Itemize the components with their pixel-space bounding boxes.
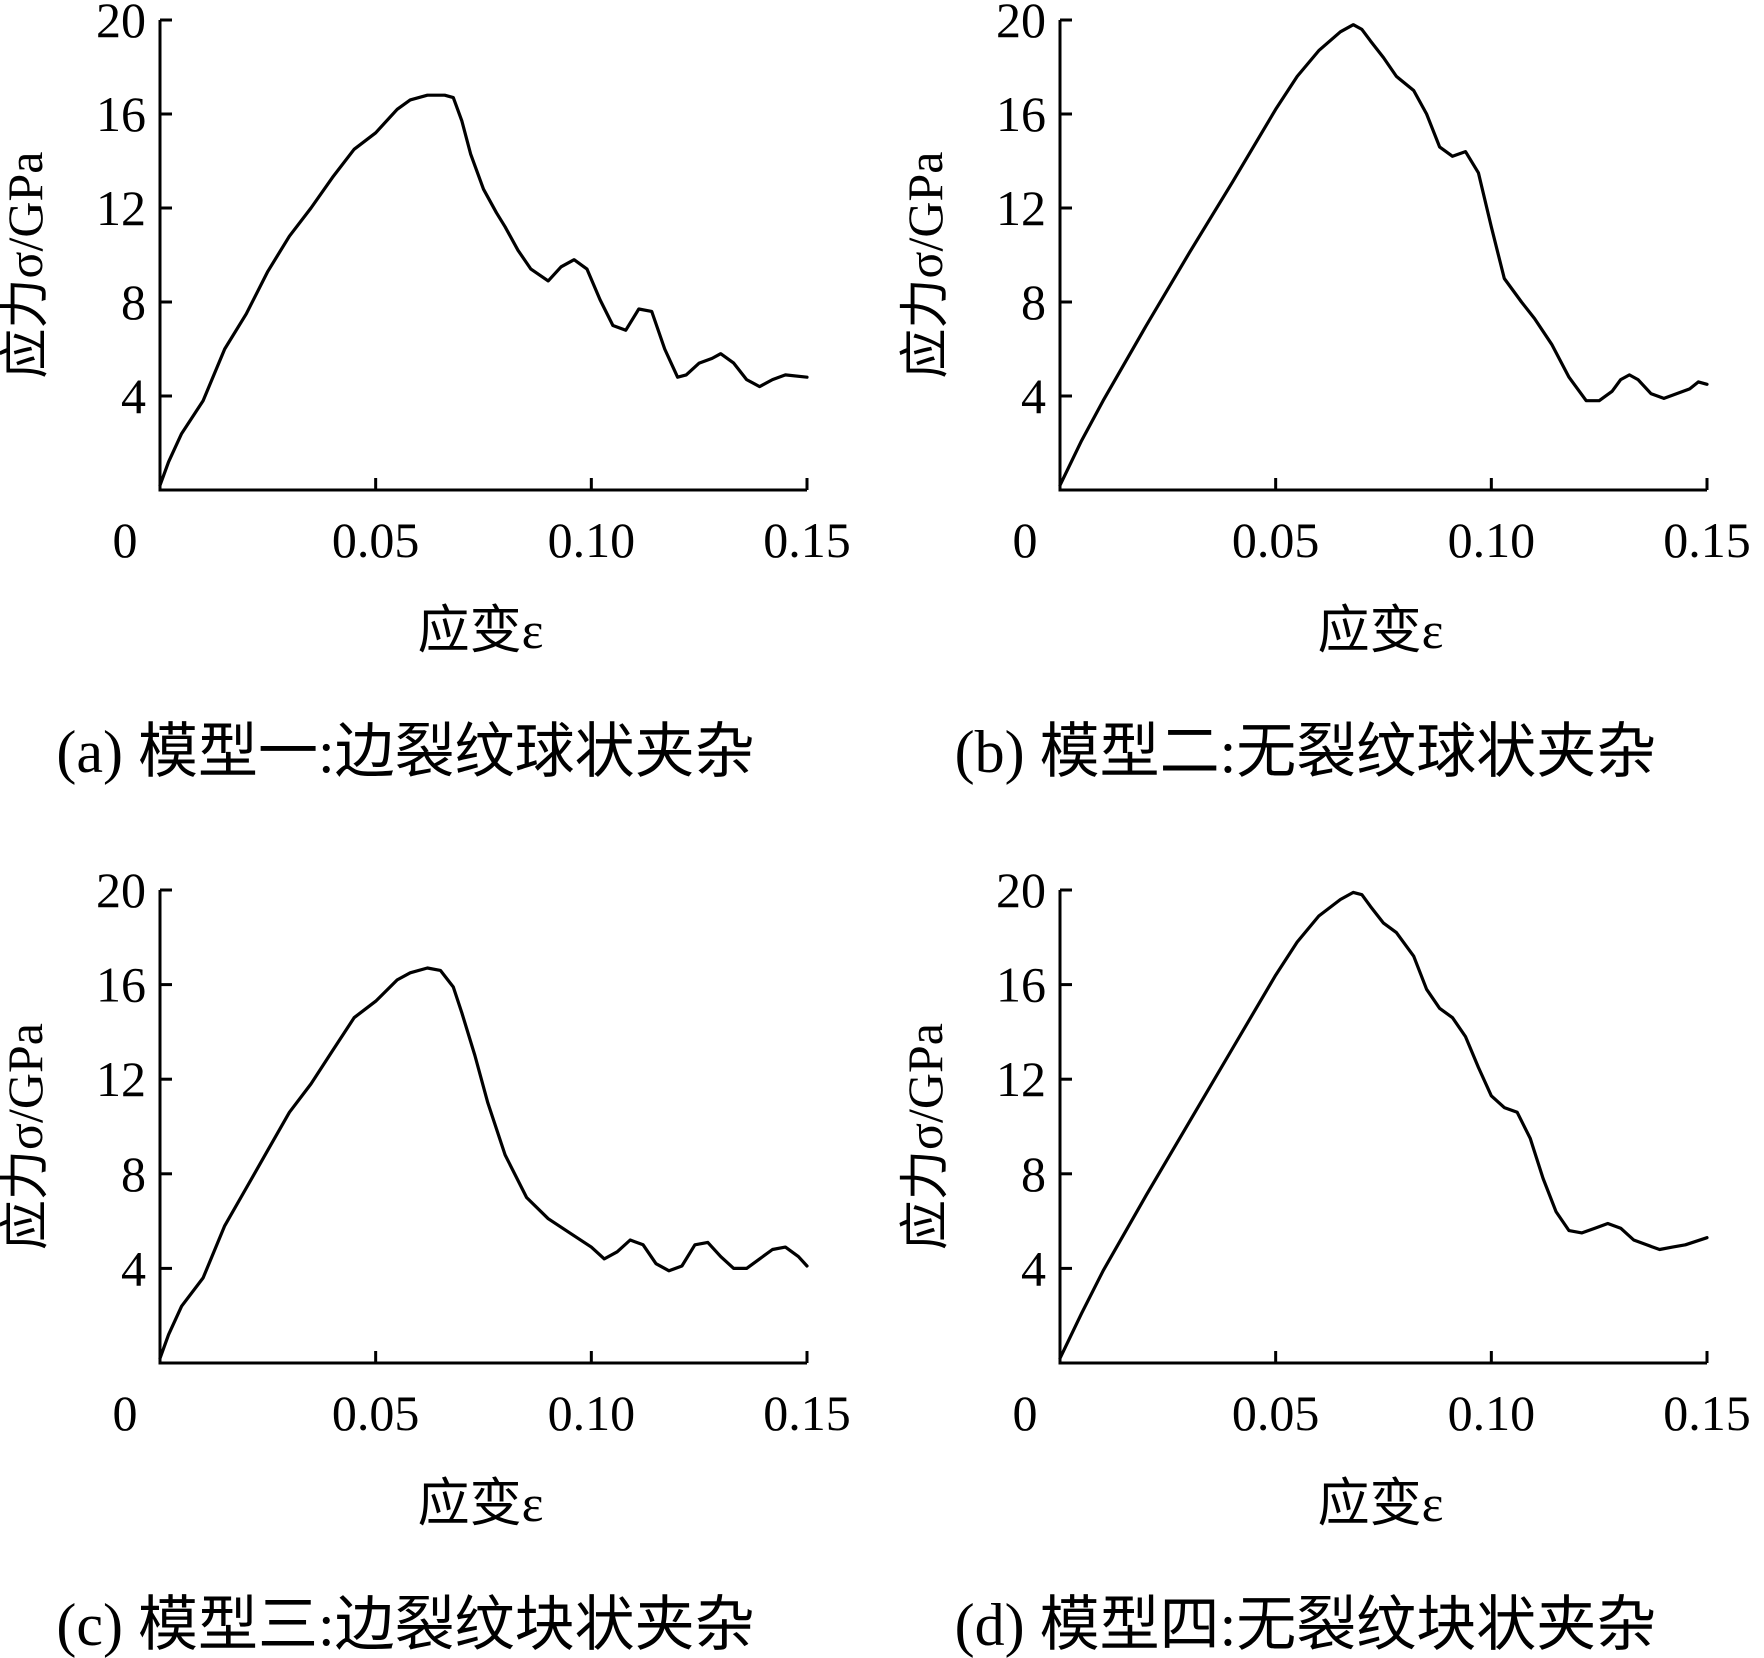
x-tick-label: 0.05: [1232, 512, 1320, 568]
stress-strain-curve: [1058, 23, 1709, 487]
axes-lines: [158, 20, 807, 492]
y-tick-label: 12: [96, 1051, 146, 1107]
panel-b: 4 8 12 16 20 0 0.05 0.10 0.15 应力σ/GPa 应变ε (b) 模型二:无…: [897, 0, 1751, 785]
y-tick-label: 12: [96, 180, 146, 236]
y-axis-label: 应力σ/GPa: [0, 1023, 53, 1250]
y-tick-label: 4: [121, 1240, 146, 1296]
y-tick-label: 16: [96, 957, 146, 1013]
y-tick-label: 8: [121, 274, 146, 330]
axes-lines: [1058, 890, 1707, 1365]
axes-lines: [158, 890, 807, 1365]
y-tick-label: 16: [996, 957, 1046, 1013]
y-tick-label: 4: [1021, 1240, 1046, 1296]
x-tick-label: 0.15: [1663, 1385, 1751, 1441]
x-tick-label: 0.10: [1448, 1385, 1536, 1441]
x-tick-label: 0.10: [548, 512, 636, 568]
y-tick-label: 16: [996, 86, 1046, 142]
x-tick-label: 0.10: [1448, 512, 1536, 568]
x-tick-label: 0.15: [1663, 512, 1751, 568]
y-tick-label: 20: [96, 862, 146, 918]
x-axis-label: 应变ε: [418, 603, 544, 660]
x-tick-label: 0: [1013, 512, 1038, 568]
panel-a: 4 8 12 16 20 0 0.05 0.10 0.15 应力σ/GPa 应变ε (a) 模型一:边…: [0, 0, 851, 785]
x-tick-label: 0: [1013, 1385, 1038, 1441]
stress-strain-curve: [1058, 890, 1709, 1360]
panel-caption: (b) 模型二:无裂纹球状夹杂: [955, 719, 1657, 785]
x-tick-label: 0.15: [763, 512, 851, 568]
x-tick-label: 0: [113, 1385, 138, 1441]
stress-strain-curve: [158, 93, 809, 487]
y-axis-label: 应力σ/GPa: [897, 152, 953, 379]
x-axis-label: 应变ε: [418, 1476, 544, 1533]
panel-caption: (a) 模型一:边裂纹球状夹杂: [56, 719, 754, 785]
y-tick-label: 16: [96, 86, 146, 142]
y-tick-label: 20: [996, 862, 1046, 918]
y-axis-label: 应力σ/GPa: [0, 152, 53, 379]
y-axis-label: 应力σ/GPa: [897, 1023, 953, 1250]
y-tick-label: 4: [1021, 368, 1046, 424]
y-tick-label: 8: [121, 1146, 146, 1202]
x-tick-label: 0.05: [332, 512, 420, 568]
y-tick-label: 8: [1021, 1146, 1046, 1202]
x-tick-label: 0.05: [1232, 1385, 1320, 1441]
y-tick-label: 12: [996, 1051, 1046, 1107]
y-tick-label: 4: [121, 368, 146, 424]
y-tick-label: 12: [996, 180, 1046, 236]
y-tick-label: 20: [96, 0, 146, 48]
panel-d: 4 8 12 16 20 0 0.05 0.10 0.15 应力σ/GPa 应变ε (d) 模型四:无…: [897, 862, 1751, 1658]
x-tick-label: 0: [113, 512, 138, 568]
stress-strain-curve: [158, 966, 809, 1360]
x-tick-label: 0.05: [332, 1385, 420, 1441]
y-tick-label: 8: [1021, 274, 1046, 330]
y-tick-label: 20: [996, 0, 1046, 48]
panel-caption: (d) 模型四:无裂纹块状夹杂: [955, 1592, 1657, 1658]
x-tick-label: 0.15: [763, 1385, 851, 1441]
x-axis-label: 应变ε: [1318, 603, 1444, 660]
panel-caption: (c) 模型三:边裂纹块状夹杂: [56, 1592, 754, 1658]
panel-c: 4 8 12 16 20 0 0.05 0.10 0.15 应力σ/GPa 应变ε (c) 模型三:边…: [0, 862, 851, 1658]
x-tick-label: 0.10: [548, 1385, 636, 1441]
axes-lines: [1058, 20, 1707, 492]
x-axis-label: 应变ε: [1318, 1476, 1444, 1533]
